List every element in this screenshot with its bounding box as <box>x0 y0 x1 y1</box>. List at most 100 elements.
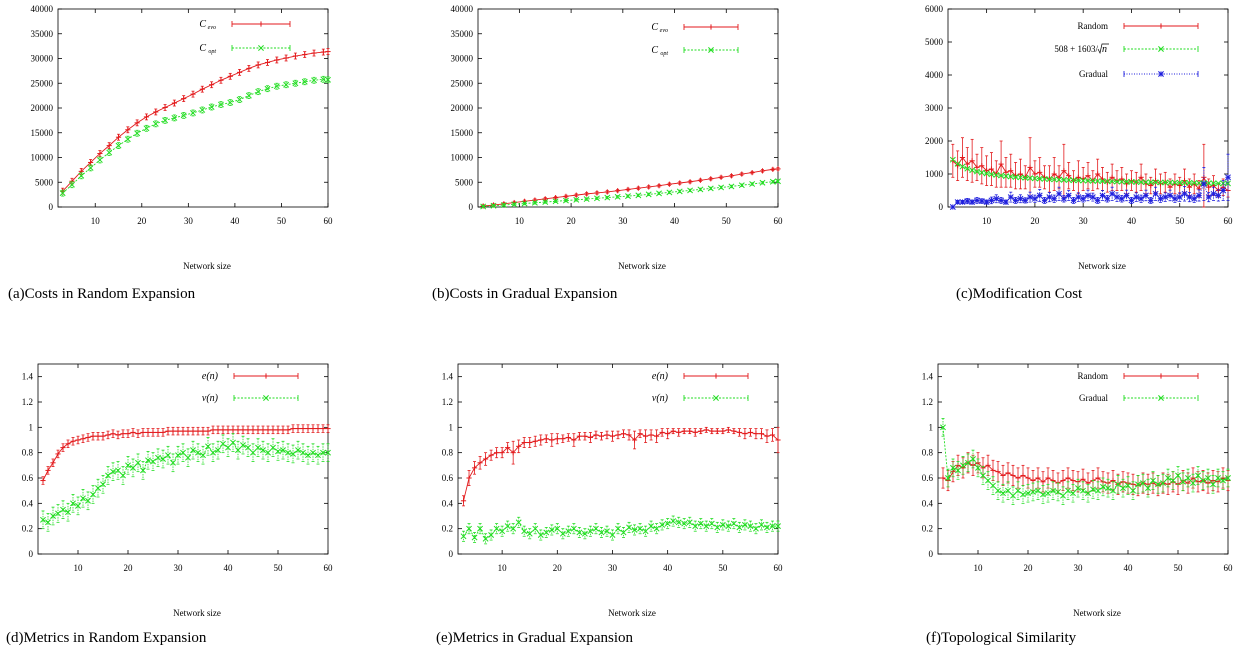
data-point <box>80 495 86 502</box>
data-point <box>521 200 528 207</box>
data-point <box>290 426 296 432</box>
data-point <box>65 441 71 447</box>
y-tick-label: 2000 <box>925 136 944 146</box>
data-point <box>1075 174 1081 180</box>
series-line <box>952 159 1229 184</box>
data-point <box>171 100 177 106</box>
data-point <box>1120 485 1126 492</box>
x-axis-label: Network size <box>618 261 666 271</box>
y-tick-label: 0.6 <box>922 473 934 483</box>
data-point <box>482 456 489 462</box>
data-point <box>648 432 654 438</box>
data-point <box>1176 194 1183 201</box>
data-point <box>1005 470 1011 476</box>
data-point <box>1035 475 1041 481</box>
series-line <box>62 51 329 192</box>
chart-svg-a: 0 5000 10000 15000 20000 25000 30000 35000 40000… <box>31 4 334 271</box>
data-point <box>1012 197 1019 204</box>
y-tick-label: 4000 <box>925 70 944 80</box>
data-point <box>978 198 985 205</box>
data-point <box>1065 475 1071 481</box>
data-point <box>770 166 776 172</box>
data-point <box>626 524 632 531</box>
x-axis-label: Network size <box>173 608 221 618</box>
data-point <box>642 433 649 439</box>
data-point <box>230 439 236 446</box>
data-point <box>728 183 735 190</box>
data-point <box>45 519 51 526</box>
x-tick-label: 10 <box>498 563 508 573</box>
data-point <box>236 69 243 75</box>
data-point <box>1175 472 1181 479</box>
data-point <box>527 439 533 446</box>
data-point <box>1000 490 1006 497</box>
series-line <box>463 520 778 540</box>
data-point <box>264 85 271 92</box>
data-point <box>560 436 566 442</box>
data-point <box>738 182 745 189</box>
data-point <box>1128 197 1135 204</box>
data-point <box>205 443 211 450</box>
data-point <box>515 519 522 526</box>
series-v-n- <box>460 515 781 545</box>
series-line <box>952 177 1229 208</box>
data-point <box>614 193 621 200</box>
data-point <box>246 65 252 71</box>
data-point <box>964 165 971 172</box>
data-point <box>1075 194 1082 201</box>
data-point <box>988 166 995 172</box>
data-point <box>983 170 990 177</box>
data-point <box>1000 472 1006 479</box>
data-point <box>537 532 544 538</box>
data-point <box>466 525 472 532</box>
data-point <box>1220 477 1226 484</box>
data-point <box>1020 491 1026 498</box>
data-point <box>227 99 234 106</box>
data-point <box>55 510 61 517</box>
data-point <box>290 450 296 457</box>
data-point <box>510 450 516 456</box>
caption-a: (a)Costs in Random Expansion <box>8 286 196 302</box>
data-point <box>1133 179 1140 185</box>
data-point <box>1162 194 1169 201</box>
data-point <box>50 460 56 466</box>
caption-e: (e)Metrics in Gradual Expansion <box>436 630 634 646</box>
data-point <box>1090 486 1096 493</box>
data-point <box>573 192 579 198</box>
data-point <box>255 444 261 451</box>
data-point <box>604 432 610 438</box>
data-point <box>565 434 571 441</box>
data-point <box>175 428 181 434</box>
data-point <box>653 525 660 532</box>
data-point <box>631 526 638 533</box>
data-point <box>110 431 116 437</box>
data-point <box>225 427 231 433</box>
series-gradual <box>949 153 1231 210</box>
data-point <box>1075 485 1081 492</box>
y-tick-label: 0 <box>449 549 454 559</box>
data-point <box>75 502 81 509</box>
legend-label-sub: evo <box>660 28 668 34</box>
data-point <box>752 525 759 532</box>
data-point <box>285 449 291 456</box>
data-point <box>220 440 226 447</box>
data-point <box>664 520 671 527</box>
x-tick-label: 10 <box>74 563 84 573</box>
data-point <box>625 186 631 193</box>
data-point <box>576 433 582 439</box>
data-point <box>565 528 572 535</box>
data-point <box>1017 174 1024 181</box>
caption-c: (c)Modification Cost <box>956 286 1083 302</box>
data-point <box>573 196 580 203</box>
data-point <box>143 114 150 120</box>
data-point <box>1142 179 1149 186</box>
y-tick-label: 35000 <box>451 29 474 39</box>
data-point <box>709 428 715 434</box>
x-tick-label: 30 <box>1079 216 1089 226</box>
data-point <box>749 181 756 187</box>
x-axis-label: Network size <box>183 261 231 271</box>
data-point <box>521 439 527 446</box>
data-point <box>604 194 611 201</box>
data-point <box>759 168 766 174</box>
y-tick-label: 40000 <box>451 4 474 14</box>
